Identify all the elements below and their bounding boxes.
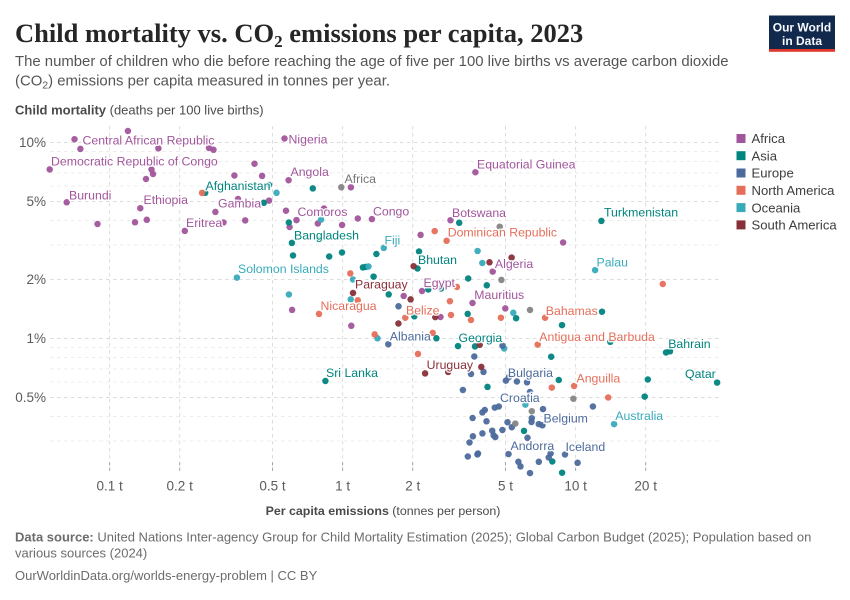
svg-text:Georgia: Georgia [459,331,503,345]
svg-text:Burundi: Burundi [69,188,111,202]
svg-text:10%: 10% [19,135,46,150]
svg-text:Egypt: Egypt [424,276,456,290]
svg-text:North America: North America [752,183,836,198]
svg-text:Iceland: Iceland [566,440,606,454]
svg-text:Uruguay: Uruguay [427,358,474,372]
svg-text:Antigua and Barbuda: Antigua and Barbuda [539,330,655,344]
svg-text:Australia: Australia [615,409,663,423]
svg-text:Nigeria: Nigeria [289,133,328,147]
svg-text:Croatia: Croatia [500,391,540,405]
svg-text:Eritrea: Eritrea [186,216,222,230]
svg-text:Botswana: Botswana [452,206,506,220]
svg-text:Algeria: Algeria [495,257,533,271]
svg-text:Europe: Europe [752,166,794,181]
svg-text:Mauritius: Mauritius [474,288,524,302]
svg-text:Equatorial Guinea: Equatorial Guinea [477,157,576,171]
svg-text:Child mortality (deaths per 10: Child mortality (deaths per 100 live bir… [15,103,264,118]
svg-text:Bahamas: Bahamas [546,304,598,318]
svg-text:Asia: Asia [752,148,778,163]
svg-text:0.5 t: 0.5 t [259,479,286,494]
svg-text:Sri Lanka: Sri Lanka [326,366,378,380]
svg-text:Per capita emissions (tonnes p: Per capita emissions (tonnes per person) [266,504,501,518]
svg-text:0.1 t: 0.1 t [96,479,123,494]
svg-text:20 t: 20 t [634,479,657,494]
svg-text:Afghanistan: Afghanistan [206,179,271,193]
svg-text:Qatar: Qatar [685,367,716,381]
svg-text:Paraguay: Paraguay [355,278,408,292]
svg-text:0.2 t: 0.2 t [167,479,194,494]
svg-text:(CO2) emissions per capita mea: (CO2) emissions per capita measured in t… [15,74,390,92]
svg-text:Ethiopia: Ethiopia [144,193,189,207]
svg-text:Our World: Our World [773,21,831,35]
svg-text:Anguilla: Anguilla [577,372,621,386]
svg-text:Andorra: Andorra [511,439,555,453]
svg-text:Angola: Angola [291,165,329,179]
svg-text:Turkmenistan: Turkmenistan [604,206,678,220]
svg-text:Gambia: Gambia [218,197,261,211]
svg-text:Nicaragua: Nicaragua [321,299,377,313]
svg-text:various sources (2024): various sources (2024) [15,546,147,561]
svg-text:10 t: 10 t [564,479,587,494]
svg-text:5 t: 5 t [498,479,513,494]
svg-text:2%: 2% [26,272,46,287]
svg-text:1%: 1% [26,331,46,346]
svg-text:Belgium: Belgium [544,412,588,426]
svg-text:Child mortality vs. CO2 emissi: Child mortality vs. CO2 emissions per ca… [15,18,583,51]
svg-text:0.5%: 0.5% [15,390,46,405]
svg-text:Bhutan: Bhutan [418,253,457,267]
svg-text:5%: 5% [26,194,46,209]
svg-text:2 t: 2 t [405,479,420,494]
svg-text:Palau: Palau [597,255,629,269]
svg-text:Albania: Albania [390,330,431,344]
svg-text:Central African Republic: Central African Republic [83,134,215,148]
svg-text:Fiji: Fiji [385,234,401,248]
svg-text:Bangladesh: Bangladesh [294,228,359,242]
svg-text:Bulgaria: Bulgaria [508,366,553,380]
svg-text:1 t: 1 t [335,479,350,494]
svg-text:Africa: Africa [752,131,786,146]
svg-text:Belize: Belize [406,304,440,318]
svg-text:Bahrain: Bahrain [668,337,711,351]
svg-text:Dominican Republic: Dominican Republic [448,226,557,240]
svg-text:in Data: in Data [782,34,822,48]
svg-text:The number of children who die: The number of children who die before re… [15,54,729,70]
svg-text:Comoros: Comoros [298,205,348,219]
svg-text:South America: South America [752,218,838,233]
svg-text:Oceania: Oceania [752,200,801,215]
svg-text:Solomon Islands: Solomon Islands [238,262,329,276]
svg-text:Congo: Congo [373,204,409,218]
svg-text:Africa: Africa [345,172,377,186]
svg-text:Democratic Republic of Congo: Democratic Republic of Congo [51,155,218,169]
svg-text:OurWorldinData.org/worlds-ener: OurWorldinData.org/worlds-energy-problem… [15,568,318,583]
svg-text:Data source: United Nations In: Data source: United Nations Inter-agency… [15,530,811,545]
